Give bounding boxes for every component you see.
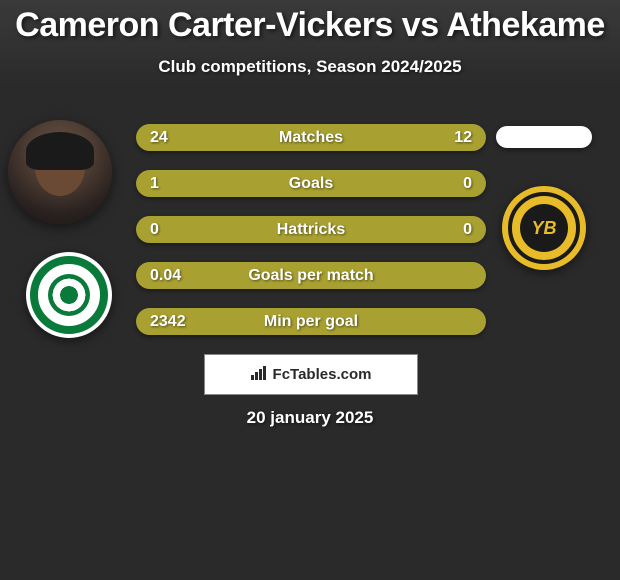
stat-value-right: 12 [432,129,472,147]
bar-chart-icon [251,366,269,384]
brand-text: FcTables.com [273,366,372,383]
stat-value-left: 2342 [150,313,190,331]
stat-value-right: 0 [432,175,472,193]
club2-badge-inner: YB [520,204,568,252]
stat-row-goals: 1 Goals 0 [136,170,486,197]
stat-row-hattricks: 0 Hattricks 0 [136,216,486,243]
stat-label: Goals [289,175,333,193]
stat-value-right: 0 [432,221,472,239]
stat-row-min-per-goal: 2342 Min per goal [136,308,486,335]
stats-table: 24 Matches 12 1 Goals 0 0 Hattricks 0 0.… [136,124,486,354]
stat-label: Goals per match [248,267,373,285]
stat-value-left: 0 [150,221,190,239]
date-label: 20 january 2025 [0,408,620,428]
player1-avatar [8,120,112,224]
comparison-card: Cameron Carter-Vickers vs Athekame Club … [0,0,620,580]
subtitle: Club competitions, Season 2024/2025 [0,57,620,77]
player2-column: YB [496,120,606,270]
player2-avatar [496,126,592,148]
stat-row-matches: 24 Matches 12 [136,124,486,151]
stat-value-left: 1 [150,175,190,193]
stat-value-left: 24 [150,129,190,147]
stat-label: Matches [279,129,343,147]
stat-row-goals-per-match: 0.04 Goals per match [136,262,486,289]
stat-label: Min per goal [264,313,358,331]
club1-badge-inner [48,274,90,316]
page-title: Cameron Carter-Vickers vs Athekame [0,0,620,45]
brand-watermark: FcTables.com [204,354,418,395]
stat-label: Hattricks [277,221,345,239]
player1-club-badge [26,252,112,338]
player1-column [8,120,128,338]
stat-value-left: 0.04 [150,267,190,285]
player2-club-badge: YB [502,186,586,270]
